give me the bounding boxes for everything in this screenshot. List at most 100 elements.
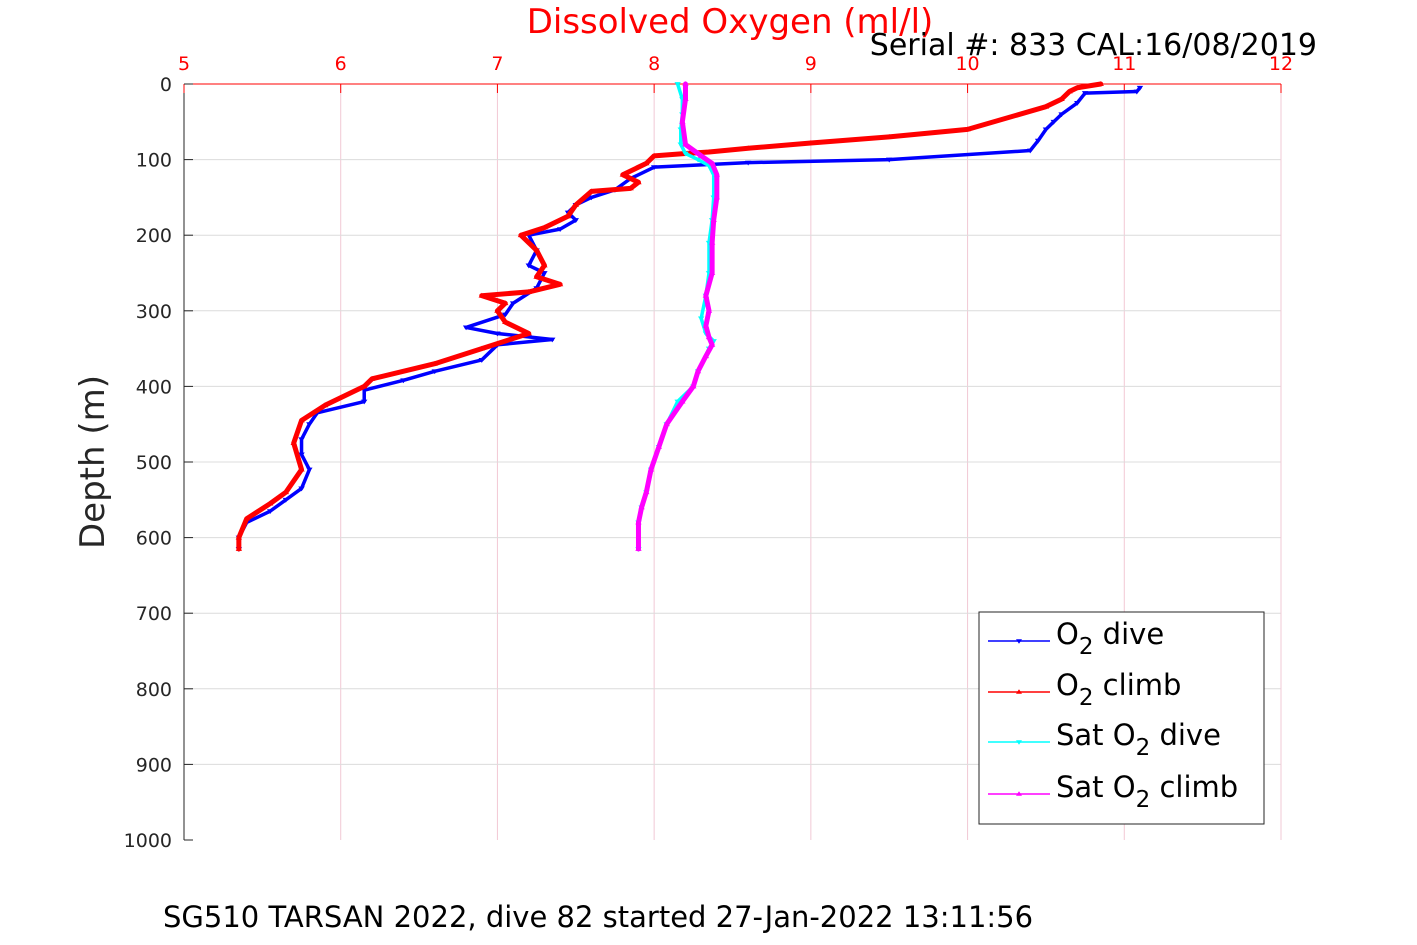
data-point [1133,89,1141,95]
legend-entry-label: Sat O2 climb [1056,770,1238,813]
data-point [361,399,368,405]
data-point [650,165,658,171]
data-point [1050,119,1057,125]
data-point [533,247,540,253]
data-point [694,157,702,163]
data-point [266,500,274,506]
data-point [525,263,532,269]
data-point [1034,138,1042,144]
data-point [502,312,509,318]
data-point [705,334,713,340]
data-point [556,281,564,287]
data-point [1042,103,1050,109]
grid [184,84,1282,840]
data-point [679,398,686,404]
data-point [361,383,368,389]
data-point [702,292,710,298]
data-point [243,515,250,521]
data-point [677,142,684,148]
data-point [1066,88,1073,94]
y-tick-label: 600 [136,528,172,550]
data-point [1058,112,1065,118]
data-point [697,152,705,158]
data-point [635,519,642,525]
data-point [266,509,274,515]
data-point [682,141,689,147]
data-point [682,151,689,157]
y-tick-label: 400 [136,376,172,398]
data-point [713,171,721,177]
y-tick-label: 1000 [124,830,172,852]
data-point [400,378,407,384]
data-point [886,134,893,139]
footer-label: SG510 TARSAN 2022, dive 82 started 27-Ja… [163,900,1033,934]
data-point [298,417,305,423]
data-point [674,82,681,87]
data-point [1074,84,1081,90]
data-point [663,421,670,427]
data-point [650,152,658,158]
legend-entry-label: O2 climb [1056,668,1181,711]
data-point [655,444,663,449]
x-tick-label: 5 [178,53,190,75]
data-point [713,194,721,200]
y-tick-label: 800 [136,679,172,701]
data-point [674,399,681,405]
data-point [564,213,572,219]
data-point [298,486,305,492]
data-point [478,345,485,351]
y-tick-label: 500 [136,452,172,474]
data-point [1027,148,1034,154]
data-point [682,96,689,102]
data-point [290,440,297,446]
x-tick-label: 8 [648,53,660,75]
y-tick-label: 300 [136,301,172,323]
data-point [643,489,650,495]
data-point [298,466,305,472]
data-point [1097,81,1104,86]
legend-marker [1016,689,1022,694]
data-point [431,369,438,375]
data-point [525,330,532,336]
data-point [708,341,716,347]
legend: O2 dive O2 climb Sat O2 dive Sat O2 climb [978,611,1265,825]
data-point [1042,127,1050,133]
data-point [541,224,548,230]
data-point [635,179,642,185]
data-point [638,504,645,510]
data-point [1058,96,1065,102]
data-point [588,188,595,194]
legend-marker [1016,791,1022,796]
data-point [368,375,376,381]
data-point [478,358,485,363]
data-point [708,160,716,166]
x-tick-label: 7 [491,53,503,75]
data-point [588,195,595,201]
legend-marker [1016,740,1022,745]
data-point [702,323,710,328]
data-point [282,497,290,503]
y-tick-label: 200 [136,225,172,247]
data-point [306,422,313,428]
data-point [886,157,893,163]
data-point [572,218,579,223]
data-point [478,292,485,298]
series-group [235,81,1144,552]
data-point [964,126,971,132]
y-tick-label: 900 [136,754,172,776]
legend-entry-label: O2 dive [1056,617,1164,660]
axes: 5 6 7 8 9 10 11 12 0 100 200 300 400 500 600 700 800 900 1… [124,53,1293,852]
data-point [235,534,243,540]
chart-title: Dissolved Oxygen (ml/l) [527,2,934,42]
series-line [236,81,1104,552]
data-point [807,140,815,145]
data-point [431,360,438,366]
data-point [1074,100,1081,106]
data-point [541,262,548,268]
data-point [494,331,501,337]
data-point [541,271,548,276]
data-point [235,546,243,551]
x-tick-label: 12 [1269,53,1293,75]
data-point [549,337,556,343]
data-point [705,307,713,313]
